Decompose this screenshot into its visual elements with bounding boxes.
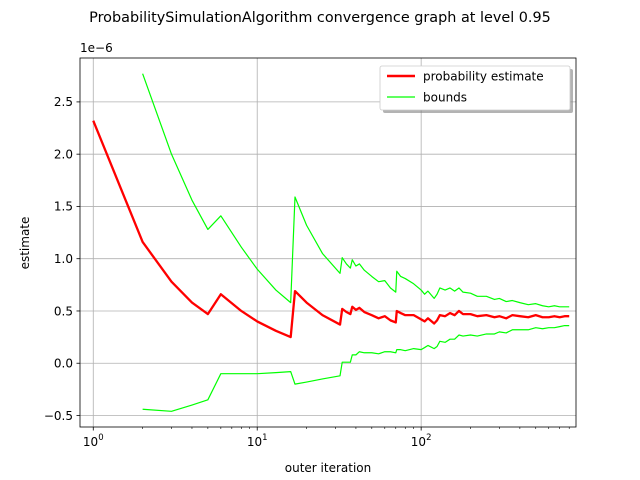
series-probability-estimate (92, 120, 570, 339)
plot-frame (79, 57, 577, 428)
y-axis-ticks: −0.5 0.0 0.5 1.0 1.5 2.0 2.5 (44, 95, 80, 423)
legend: probability estimate bounds (379, 65, 573, 113)
y-tick-label: 0.0 (54, 357, 73, 371)
series-lower-bound (142, 325, 570, 412)
y-tick-label: −0.5 (44, 409, 73, 423)
x-tick-label: 102 (411, 433, 432, 449)
y-axis-label: estimate (18, 217, 32, 270)
legend-label-bounds: bounds (423, 91, 467, 105)
legend-label-probability-estimate: probability estimate (423, 70, 544, 84)
x-axis-label: outer iteration (285, 461, 371, 475)
y-tick-label: 2.5 (54, 95, 73, 109)
y-tick-label: 1.0 (54, 252, 73, 266)
series-layer (92, 73, 570, 412)
y-tick-label: 2.0 (54, 147, 73, 161)
chart-title: ProbabilitySimulationAlgorithm convergen… (89, 10, 551, 26)
plot-area (80, 58, 576, 427)
y-axis-offset-label: 1e−6 (80, 41, 113, 55)
y-tick-label: 1.5 (54, 200, 73, 214)
x-tick-label: 101 (247, 433, 268, 449)
y-tick-label: 0.5 (54, 304, 73, 318)
x-axis-ticks: 100 101 102 (83, 427, 570, 449)
legend-box (379, 65, 571, 111)
series-upper-bound (142, 73, 570, 308)
x-tick-label: 100 (83, 433, 104, 449)
